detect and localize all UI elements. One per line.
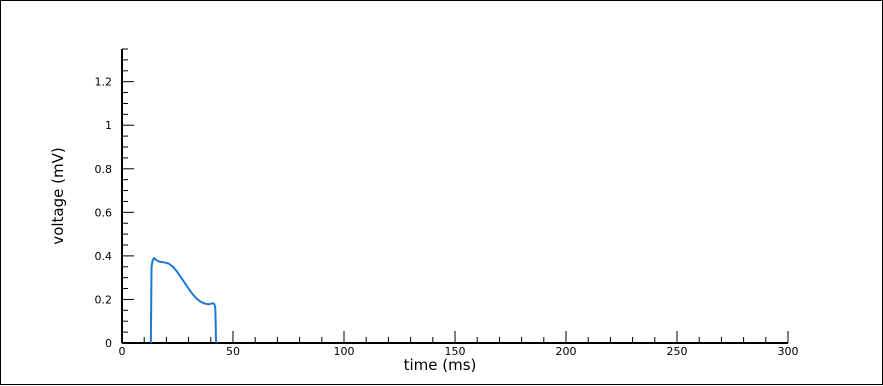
y-tick-label: 1 (105, 119, 112, 132)
x-axis-label: time (ms) (404, 356, 477, 374)
x-tick-label: 150 (445, 345, 466, 358)
axis-ticks (121, 48, 789, 344)
x-tick-label: 100 (334, 345, 355, 358)
y-tick-label: 0.6 (95, 206, 113, 219)
y-tick-label: 1.2 (95, 76, 113, 89)
series-line (149, 257, 218, 344)
x-tick-label: 200 (556, 345, 577, 358)
y-tick-label: 0 (105, 337, 112, 350)
tick-labels: 0 0.2 0.4 0.6 0.8 1 1.2 0 50 100 150 200 250 300 (95, 76, 799, 358)
x-tick-label: 0 (119, 345, 126, 358)
y-axis-label: voltage (mV) (49, 147, 67, 244)
x-tick-label: 50 (226, 345, 240, 358)
y-tick-label: 0.2 (95, 293, 113, 306)
y-tick-label: 0.8 (95, 163, 113, 176)
y-tick-label: 0.4 (95, 250, 113, 263)
x-tick-label: 250 (667, 345, 688, 358)
series-group (149, 257, 218, 344)
x-tick-label: 300 (778, 345, 799, 358)
